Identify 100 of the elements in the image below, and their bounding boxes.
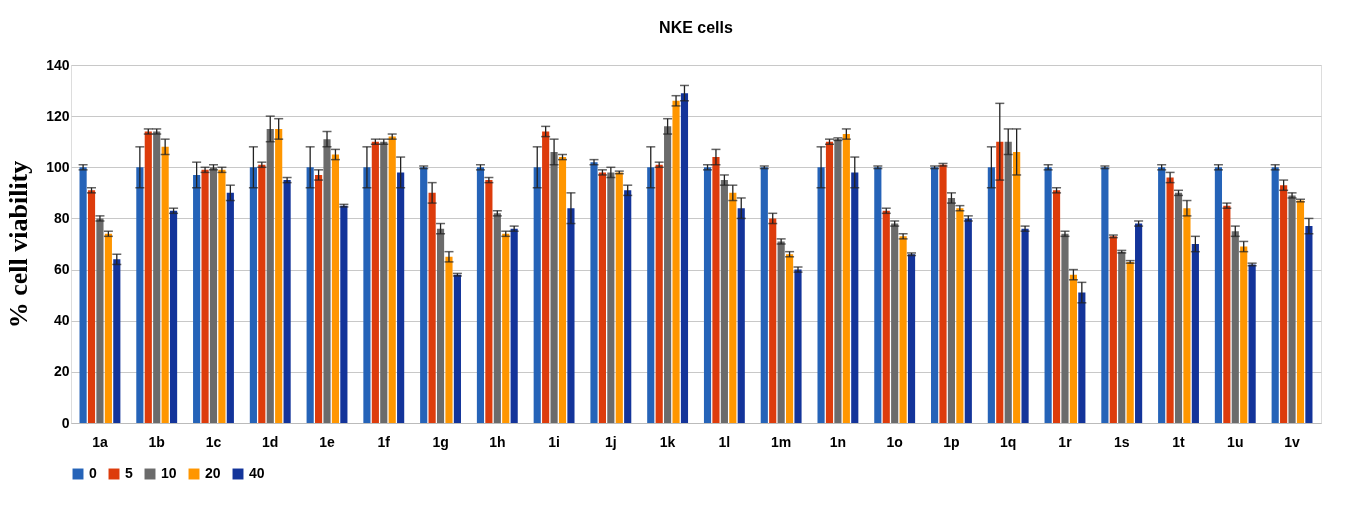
legend-label: 0 — [89, 465, 97, 481]
bar — [275, 128, 283, 423]
x-tick-label: 1q — [1000, 433, 1017, 450]
bar — [851, 172, 859, 423]
x-tick-label: 1u — [1227, 433, 1244, 450]
bar — [996, 141, 1004, 423]
legend-label: 40 — [249, 465, 265, 481]
bar — [947, 197, 956, 423]
bar — [624, 190, 632, 423]
y-tick-label: 0 — [61, 414, 70, 431]
bar — [939, 164, 947, 423]
bar — [363, 167, 371, 423]
bar — [136, 167, 144, 423]
bar — [266, 128, 274, 423]
bar — [533, 167, 541, 423]
x-tick-label: 1c — [205, 433, 222, 450]
bar — [712, 157, 720, 423]
bar — [1013, 151, 1021, 423]
bar — [1305, 226, 1313, 423]
x-tick-label: 1o — [886, 433, 903, 450]
bar — [1183, 208, 1191, 423]
bar — [567, 208, 575, 423]
bar — [817, 167, 825, 423]
y-tick-label: 60 — [53, 261, 70, 278]
bar — [769, 218, 777, 423]
bar — [193, 174, 201, 423]
x-tick-label: 1h — [489, 433, 506, 450]
bar — [1126, 261, 1134, 423]
bar — [428, 192, 436, 423]
y-tick-label: 40 — [53, 312, 70, 329]
legend-label: 10 — [161, 465, 177, 481]
x-tick-label: 1s — [1113, 433, 1130, 450]
bar — [420, 167, 428, 423]
x-tick-label: 1n — [829, 433, 847, 450]
x-tick-label: 1f — [377, 433, 391, 450]
bar — [323, 139, 331, 423]
bar — [306, 167, 314, 423]
bar — [331, 154, 340, 423]
bar — [1069, 274, 1077, 423]
bar — [1078, 292, 1086, 423]
bar — [161, 146, 169, 423]
bar — [1296, 200, 1305, 423]
bar — [542, 131, 550, 423]
bar — [453, 274, 461, 423]
bar — [1191, 244, 1199, 423]
bar — [931, 167, 939, 423]
x-tick-label: 1g — [432, 433, 449, 450]
legend-label: 20 — [205, 465, 221, 481]
y-tick-label: 80 — [53, 209, 70, 226]
x-tick-label: 1m — [771, 433, 792, 450]
bar — [1280, 185, 1288, 423]
x-tick-label: 1l — [718, 433, 731, 450]
bar — [1004, 141, 1012, 423]
x-tick-label: 1p — [943, 433, 960, 450]
bar — [672, 100, 680, 423]
x-tick-label: 1b — [148, 433, 165, 450]
bar — [315, 174, 323, 423]
x-tick-label: 1e — [319, 433, 336, 450]
bar — [436, 228, 445, 423]
bar — [1248, 264, 1256, 423]
bar — [647, 167, 655, 423]
bar — [874, 167, 882, 423]
bar — [1118, 251, 1126, 423]
y-tick-label: 140 — [46, 56, 70, 73]
bar — [1101, 167, 1109, 423]
x-tick-label: 1t — [1172, 433, 1186, 450]
bar — [615, 172, 623, 423]
x-tick-label: 1v — [1284, 433, 1301, 450]
x-tick-label: 1i — [548, 433, 560, 450]
x-tick-label: 1k — [659, 433, 676, 450]
bar — [1240, 246, 1248, 423]
y-tick-label: 20 — [53, 363, 70, 380]
bar — [834, 139, 842, 423]
bar — [226, 192, 234, 423]
bar — [760, 167, 768, 423]
bar — [664, 126, 672, 423]
bar — [987, 167, 995, 423]
chart-title: NKE cells — [659, 19, 734, 36]
bar — [340, 205, 348, 423]
y-axis-title: % cell viability — [4, 160, 34, 329]
bar — [1231, 231, 1239, 423]
bar — [445, 256, 453, 423]
x-tick-label: 1r — [1058, 433, 1073, 450]
bar — [729, 192, 737, 423]
bar — [550, 151, 558, 423]
x-tick-label: 1d — [262, 433, 279, 450]
bar — [680, 93, 689, 423]
bar — [720, 180, 728, 423]
bar — [737, 208, 745, 423]
x-tick-label: 1a — [92, 433, 108, 450]
bar — [397, 172, 405, 423]
bar — [1166, 177, 1174, 423]
bar — [907, 254, 916, 423]
y-tick-label: 120 — [46, 107, 70, 124]
legend-label: 5 — [125, 465, 133, 481]
bar — [842, 134, 850, 423]
x-tick-label: 1j — [605, 433, 617, 450]
bar — [249, 167, 257, 423]
y-tick-label: 100 — [46, 158, 70, 175]
bar — [607, 172, 615, 423]
